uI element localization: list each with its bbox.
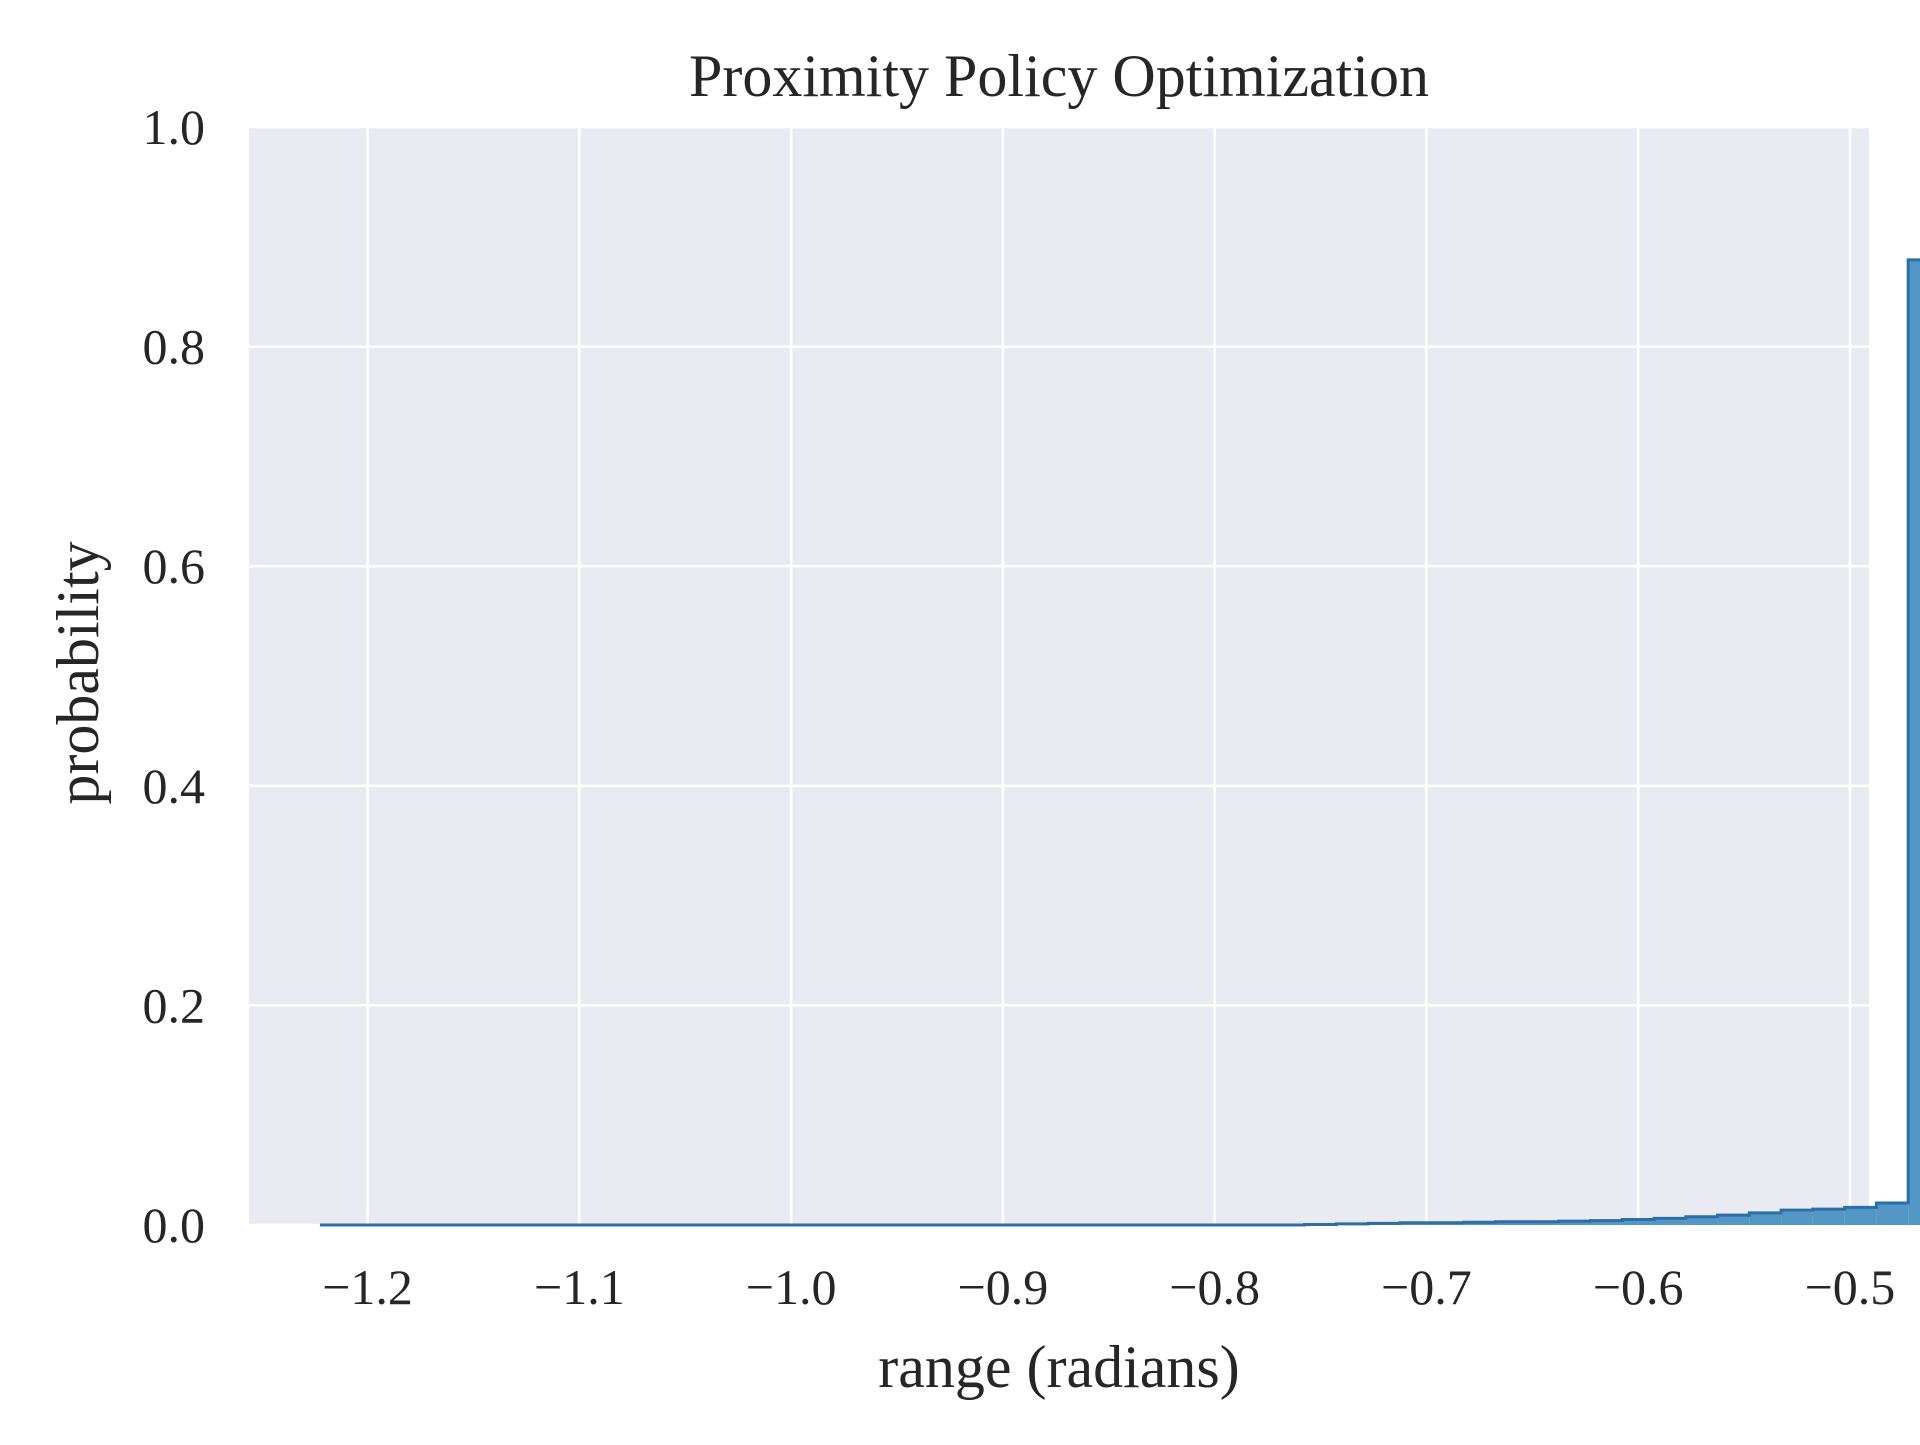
y-tick-label: 0.6 (143, 538, 206, 594)
histogram-bar (1622, 1219, 1655, 1225)
histogram-bar (1781, 1210, 1813, 1225)
histogram-bar (1749, 1212, 1782, 1225)
histogram-bar (1812, 1209, 1845, 1225)
histogram-outline (319, 258, 1920, 1227)
x-tick-label: −0.6 (1593, 1259, 1684, 1315)
histogram-bar (1558, 1221, 1591, 1225)
y-tick-label: 0.4 (143, 758, 206, 814)
plot-area-background (249, 127, 1869, 1225)
histogram-bar (1844, 1207, 1877, 1225)
y-tick-label: 1.0 (143, 99, 206, 155)
histogram-bar (1495, 1221, 1527, 1225)
y-axis-label: probability (45, 541, 111, 804)
histogram-bar (1654, 1218, 1686, 1225)
tick-labels: 0.0 0.2 0.4 0.6 0.8 1.0 −1.2 −1.1 −1.0 −0.9 −0.8 −0… (143, 99, 1896, 1315)
histogram-bar (1685, 1216, 1718, 1225)
y-tick-label: 0.0 (143, 1197, 206, 1253)
plot-background-layer (249, 127, 1869, 1225)
histogram-bar (1590, 1220, 1623, 1225)
histogram-bar (1876, 1203, 1909, 1225)
histogram-bar (1908, 259, 1920, 1225)
histogram-bar (1717, 1215, 1750, 1225)
x-axis-label: range (radians) (878, 1334, 1239, 1400)
histogram-bar (1527, 1221, 1559, 1225)
grid-layer (249, 125, 1869, 1227)
chart-title: Proximity Policy Optimization (689, 43, 1429, 109)
x-tick-label: −0.8 (1169, 1259, 1260, 1315)
x-tick-label: −1.1 (534, 1259, 625, 1315)
y-tick-label: 0.8 (143, 319, 206, 375)
y-tick-label: 0.2 (143, 977, 206, 1033)
x-tick-label: −0.5 (1805, 1259, 1896, 1315)
x-tick-label: −1.0 (746, 1259, 837, 1315)
x-tick-label: −1.2 (322, 1259, 413, 1315)
histogram-bars (319, 258, 1920, 1227)
x-tick-label: −0.9 (958, 1259, 1049, 1315)
x-tick-label: −0.7 (1381, 1259, 1472, 1315)
